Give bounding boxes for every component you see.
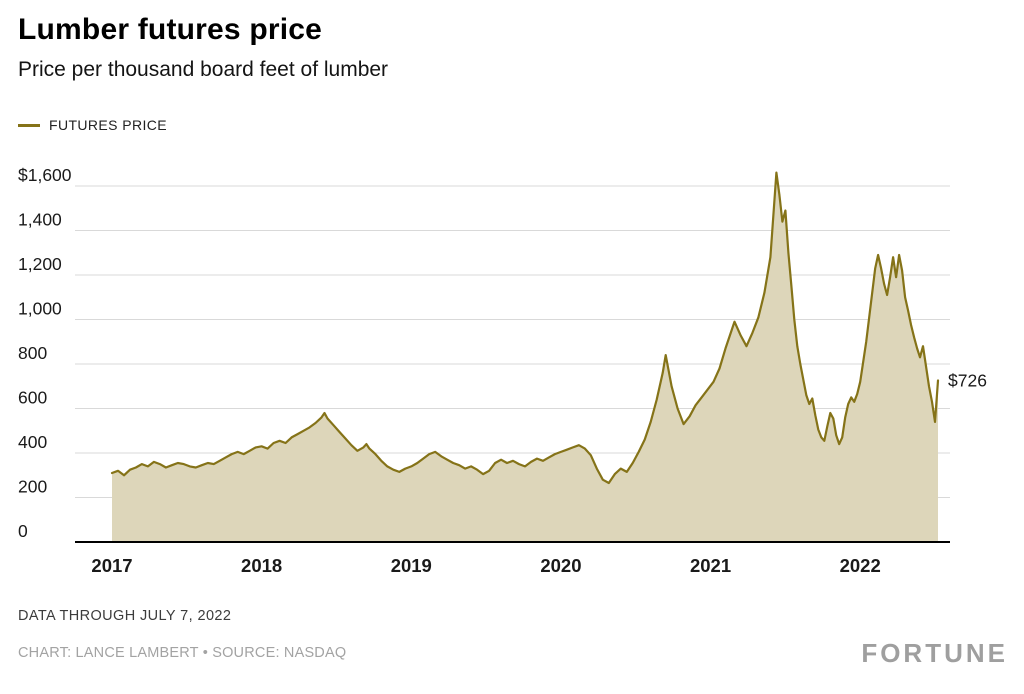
y-axis-label: 400 — [18, 432, 47, 452]
x-axis-label: 2018 — [241, 555, 282, 576]
y-axis-label: 800 — [18, 343, 47, 363]
legend-label: FUTURES PRICE — [49, 117, 167, 133]
fortune-logo: FORTUNE — [861, 638, 1008, 668]
x-axis-label: 2017 — [91, 555, 132, 576]
y-axis-label: 600 — [18, 388, 47, 408]
y-axis-label: 1,400 — [18, 210, 62, 230]
y-axis-label: 1,000 — [18, 299, 62, 319]
credit-line: CHART: LANCE LAMBERT • SOURCE: NASDAQ — [18, 645, 347, 661]
x-axis-label: 2022 — [840, 555, 881, 576]
y-axis-label: 200 — [18, 477, 47, 497]
y-axis-label: 1,200 — [18, 254, 62, 274]
legend: FUTURES PRICE — [18, 117, 167, 133]
chart-subtitle: Price per thousand board feet of lumber — [18, 58, 389, 81]
last-value-label: $726 — [948, 370, 987, 390]
y-axis-label: 0 — [18, 521, 28, 541]
price-area — [112, 172, 938, 542]
legend-line-swatch — [18, 123, 40, 127]
data-note: DATA THROUGH JULY 7, 2022 — [18, 608, 232, 624]
x-axis-label: 2021 — [690, 555, 731, 576]
price-line — [110, 171, 940, 485]
chart-title: Lumber futures price — [18, 13, 323, 46]
y-axis-label: $1,600 — [18, 165, 72, 185]
x-axis-label: 2019 — [391, 555, 432, 576]
x-axis-label: 2020 — [540, 555, 581, 576]
